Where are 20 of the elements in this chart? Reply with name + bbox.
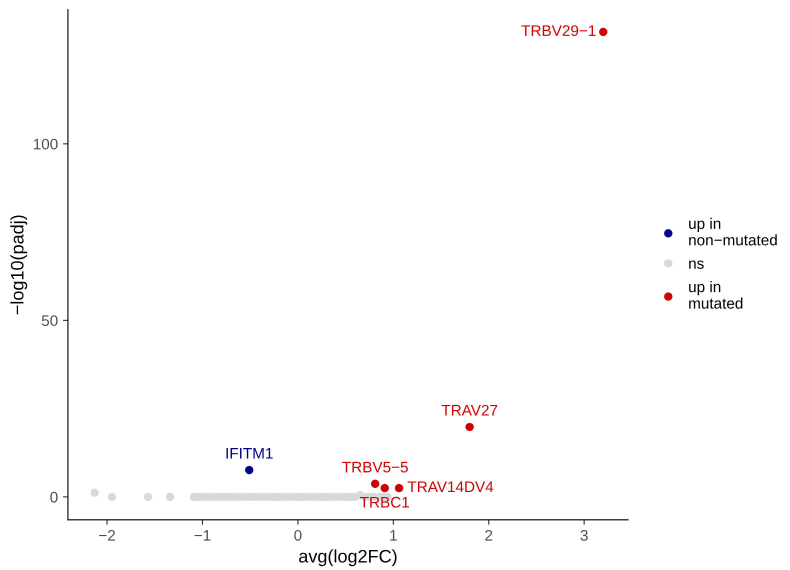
x-tick-label: 0 — [294, 530, 302, 541]
x-tick-label: 1 — [390, 530, 397, 541]
data-label: TRAV27 — [442, 404, 498, 416]
y-tick-label: 0 — [50, 492, 58, 503]
data-label: TRBC1 — [360, 496, 410, 508]
y-axis-title: −log10(padj) — [10, 215, 28, 314]
data-label: IFITM1 — [226, 448, 273, 459]
legend-label: up in mutated — [689, 281, 742, 309]
data-label: TRAV14DV4 — [408, 482, 494, 492]
x-tick-label: 3 — [580, 530, 588, 541]
data-label: TRBV29−1 — [521, 25, 596, 36]
legend-label: up in non−mutated — [689, 218, 777, 246]
data-label: TRBV5−5 — [342, 462, 408, 472]
y-tick-label: 50 — [42, 315, 58, 326]
x-tick-label: −2 — [99, 530, 116, 541]
x-axis-title: avg(log2FC) — [299, 549, 397, 566]
x-tick-label: 2 — [485, 530, 492, 541]
y-tick-label: 100 — [34, 138, 58, 150]
legend-label: ns — [689, 260, 704, 269]
x-tick-label: −1 — [194, 530, 210, 541]
